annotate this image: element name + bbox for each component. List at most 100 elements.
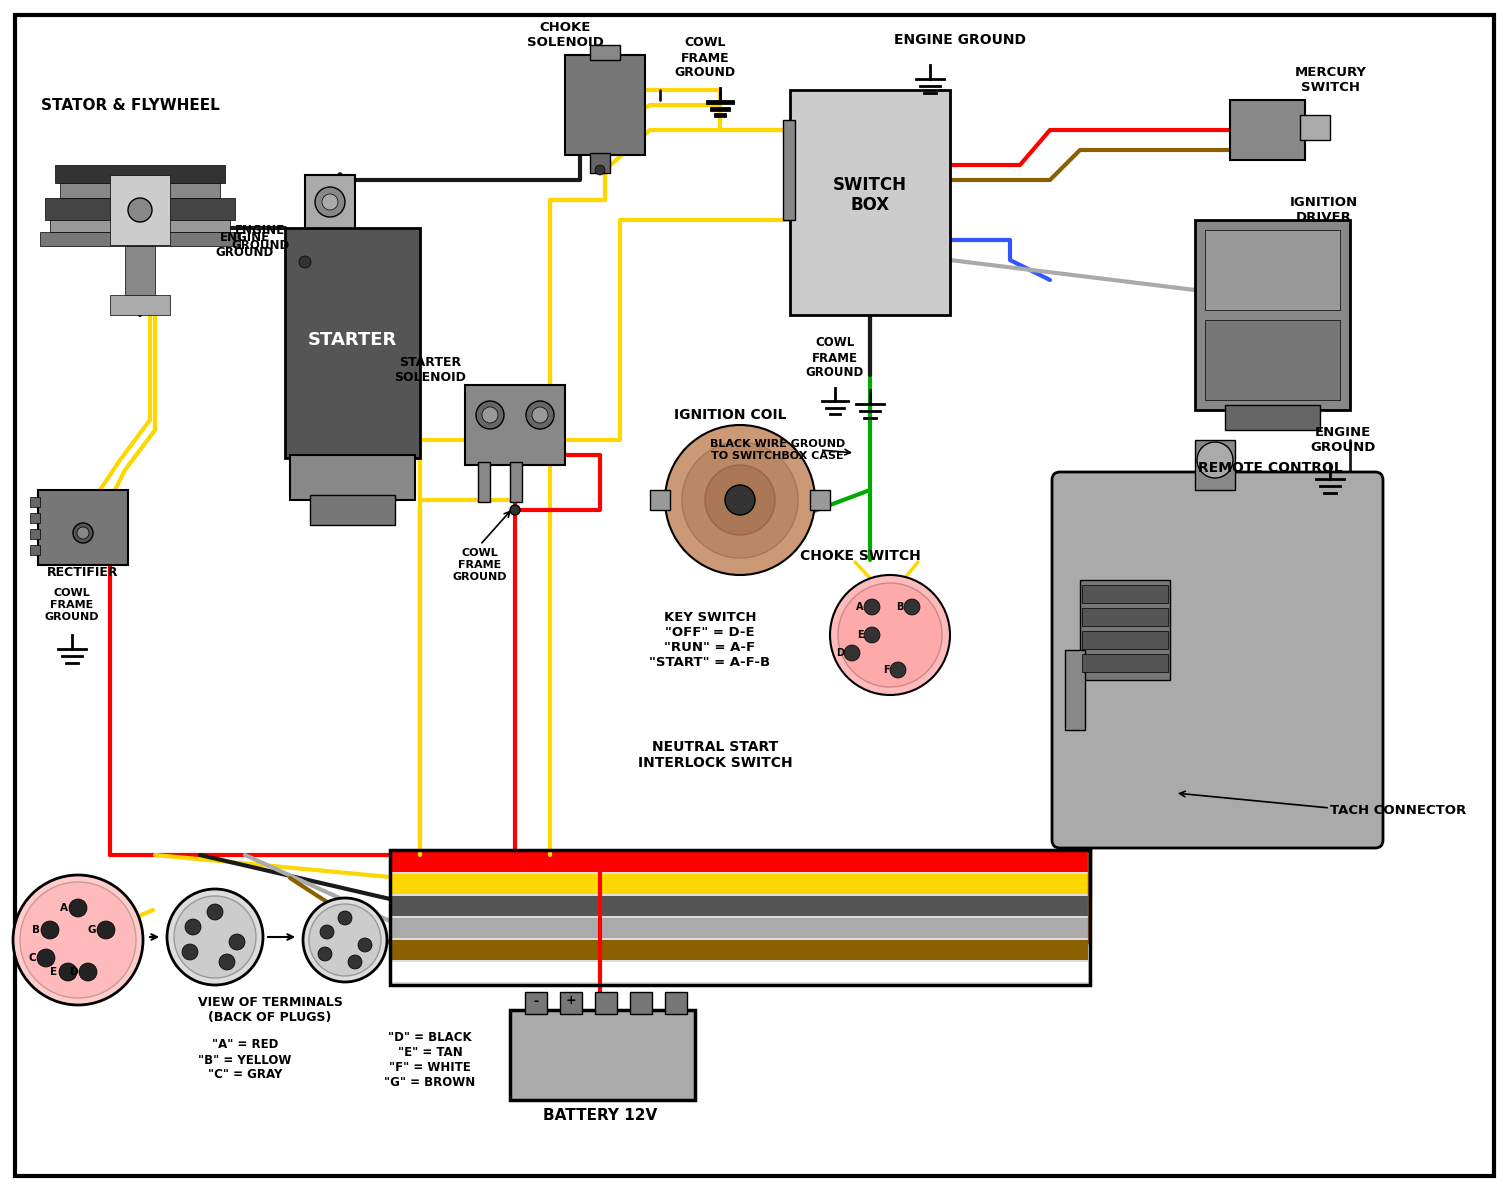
Circle shape	[358, 939, 373, 952]
Bar	[38, 490, 128, 565]
Bar	[54, 166, 225, 183]
Bar	[392, 852, 1088, 872]
Circle shape	[724, 485, 754, 515]
Text: KEY SWITCH
"OFF" = D-E
"RUN" = A-F
"START" = A-F-B: KEY SWITCH "OFF" = D-E "RUN" = A-F "STAR…	[649, 611, 771, 669]
Circle shape	[349, 955, 362, 969]
Bar	[392, 918, 1088, 939]
Circle shape	[38, 949, 54, 967]
Bar	[478, 462, 490, 501]
Bar	[392, 874, 1088, 894]
Bar	[783, 120, 795, 220]
Bar	[1082, 585, 1168, 603]
Bar	[1299, 116, 1329, 141]
Circle shape	[78, 964, 97, 981]
Circle shape	[844, 646, 860, 661]
Circle shape	[338, 911, 352, 925]
Text: "D" = BLACK
"E" = TAN
"F" = WHITE
"G" = BROWN: "D" = BLACK "E" = TAN "F" = WHITE "G" = …	[385, 1031, 475, 1089]
Bar	[1065, 650, 1085, 730]
Bar	[1195, 439, 1234, 490]
FancyBboxPatch shape	[1052, 472, 1384, 848]
Bar	[110, 175, 171, 245]
Text: VIEW OF TERMINALS
(BACK OF PLUGS): VIEW OF TERMINALS (BACK OF PLUGS)	[198, 996, 343, 1024]
Bar	[392, 962, 1088, 983]
Circle shape	[865, 626, 880, 643]
Text: F: F	[883, 665, 889, 675]
Text: COWL
FRAME
GROUND: COWL FRAME GROUND	[675, 37, 735, 80]
Text: STATOR & FLYWHEEL: STATOR & FLYWHEEL	[41, 98, 219, 112]
Bar	[1225, 405, 1320, 430]
Text: BLACK WIRE GROUND
TO SWITCHBOX CASE: BLACK WIRE GROUND TO SWITCHBOX CASE	[711, 439, 845, 461]
Text: -: -	[534, 994, 539, 1008]
Circle shape	[321, 194, 338, 210]
Text: G: G	[88, 925, 97, 935]
Circle shape	[527, 401, 554, 429]
Bar	[1230, 100, 1305, 160]
Text: B: B	[32, 925, 41, 935]
Text: B: B	[896, 601, 904, 612]
Bar	[1082, 631, 1168, 649]
Circle shape	[20, 883, 136, 998]
Circle shape	[665, 425, 815, 575]
Text: "A" = RED
"B" = YELLOW
"C" = GRAY: "A" = RED "B" = YELLOW "C" = GRAY	[198, 1039, 291, 1081]
Bar	[392, 896, 1088, 916]
Text: +: +	[566, 994, 576, 1008]
Text: IGNITION COIL: IGNITION COIL	[673, 409, 786, 422]
Bar	[791, 91, 951, 314]
Circle shape	[1197, 442, 1233, 478]
Circle shape	[97, 921, 115, 939]
Text: STARTER: STARTER	[308, 331, 397, 349]
Circle shape	[183, 944, 198, 960]
Bar	[665, 992, 687, 1014]
Bar	[125, 247, 155, 301]
Bar	[1195, 220, 1351, 410]
Bar	[30, 513, 41, 523]
Circle shape	[510, 505, 521, 515]
Circle shape	[309, 904, 380, 975]
Text: E: E	[857, 630, 863, 640]
Bar	[810, 490, 830, 510]
Circle shape	[682, 442, 798, 559]
Text: D: D	[69, 967, 78, 977]
Text: STARTER
SOLENOID: STARTER SOLENOID	[394, 356, 466, 384]
Bar	[564, 55, 644, 155]
Text: E: E	[50, 967, 57, 977]
Circle shape	[77, 526, 89, 540]
Circle shape	[174, 896, 257, 978]
Text: CHOKE
SOLENOID: CHOKE SOLENOID	[527, 21, 604, 49]
Circle shape	[320, 925, 333, 939]
Bar	[510, 1010, 696, 1100]
Text: BATTERY 12V: BATTERY 12V	[543, 1108, 656, 1122]
Circle shape	[475, 401, 504, 429]
Bar	[1206, 230, 1340, 310]
Bar	[1082, 607, 1168, 626]
Bar	[389, 850, 1089, 985]
Bar	[560, 992, 582, 1014]
Bar	[389, 850, 1089, 985]
Circle shape	[167, 888, 263, 985]
Bar	[650, 490, 670, 510]
Text: ENGINE
GROUND: ENGINE GROUND	[216, 231, 275, 258]
Circle shape	[186, 919, 201, 935]
Bar	[595, 992, 617, 1014]
Circle shape	[890, 662, 905, 678]
Circle shape	[705, 464, 776, 535]
Text: C: C	[29, 953, 36, 964]
Bar	[50, 220, 229, 232]
Bar	[285, 227, 420, 459]
Circle shape	[72, 523, 94, 543]
Circle shape	[229, 934, 244, 950]
Text: A: A	[856, 601, 863, 612]
Bar	[30, 497, 41, 507]
Bar	[1082, 654, 1168, 672]
Circle shape	[481, 407, 498, 423]
Text: COWL
FRAME
GROUND: COWL FRAME GROUND	[45, 588, 100, 622]
Bar	[1080, 580, 1169, 680]
Bar	[590, 152, 610, 173]
Bar	[41, 232, 240, 247]
Text: A: A	[60, 903, 68, 913]
Text: SWITCH
BOX: SWITCH BOX	[833, 175, 907, 214]
Bar	[629, 992, 652, 1014]
Text: ENGINE
GROUND: ENGINE GROUND	[231, 224, 290, 252]
Text: MERCURY
SWITCH: MERCURY SWITCH	[1295, 66, 1367, 94]
Circle shape	[219, 954, 235, 969]
